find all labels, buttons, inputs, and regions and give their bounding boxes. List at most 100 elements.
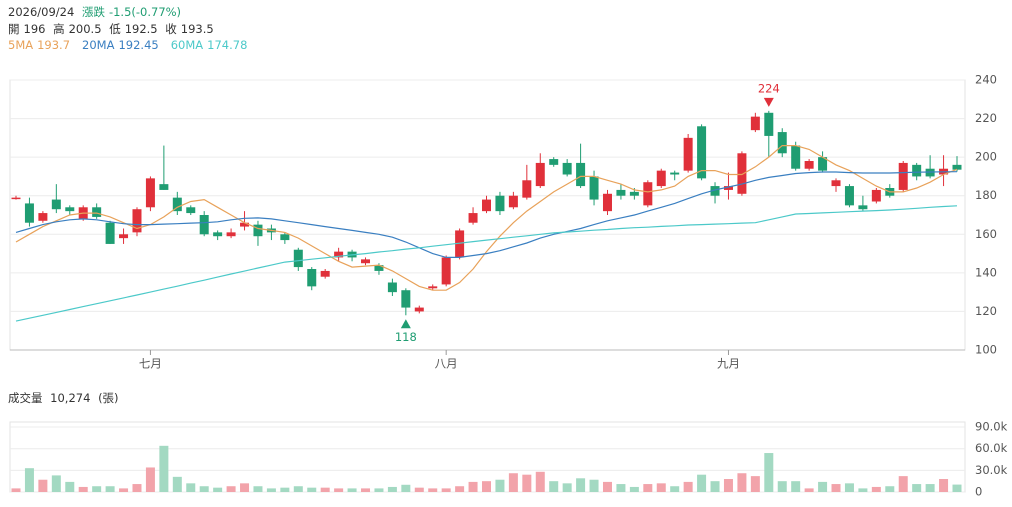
candle-body <box>791 145 801 169</box>
candle-body <box>912 164 922 177</box>
candle-body <box>253 224 263 237</box>
change: -1.5(-0.77%) <box>108 5 182 19</box>
volume-bar <box>11 488 21 492</box>
candle-body <box>697 126 707 179</box>
volume-bar <box>777 481 787 492</box>
ma-legend: 5MA 193.7 20MA 192.45 60MA 174.78 <box>8 38 259 52</box>
candle-body <box>105 222 115 244</box>
candle-body <box>710 186 720 196</box>
candle-body <box>92 207 102 217</box>
volume-bar <box>468 481 478 492</box>
volume-bar <box>858 488 868 492</box>
volume-bar <box>92 486 102 492</box>
volume-bar <box>226 486 236 492</box>
ohlc-label: 低 <box>109 22 121 36</box>
candle-body <box>871 189 881 202</box>
candle-body <box>320 270 330 277</box>
volume-bar <box>455 486 465 492</box>
annotation-marker <box>400 319 411 329</box>
volume-bar <box>307 487 317 492</box>
candle-body <box>831 180 841 187</box>
candle-body <box>119 234 129 239</box>
volume-bar <box>562 483 572 492</box>
y-tick-label: 90.0k <box>975 420 1008 434</box>
volume-bar <box>105 486 115 492</box>
volume-bar <box>347 488 357 492</box>
volume-bar <box>293 486 303 492</box>
ma-name: 60MA <box>170 38 204 52</box>
volume-bar <box>912 484 922 492</box>
volume-bar <box>629 486 639 492</box>
ohlc-value: 200.5 <box>68 22 102 36</box>
volume-bar <box>670 486 680 492</box>
volume-unit: (張) <box>98 391 119 405</box>
volume-bar <box>885 486 895 492</box>
candle-body <box>723 186 733 190</box>
ma-legend-item: 20MA 192.45 <box>82 38 163 52</box>
y-tick-label: 0 <box>975 485 982 499</box>
volume-bar <box>374 488 384 492</box>
candle-body <box>24 203 34 223</box>
candle-body <box>307 269 317 287</box>
volume-bar <box>65 481 75 492</box>
y-tick-label: 100 <box>975 343 997 357</box>
candle-body <box>38 213 48 221</box>
volume-bar <box>172 476 182 492</box>
candle-body <box>495 195 505 212</box>
volume-bar <box>132 484 142 492</box>
ohlc-label: 開 <box>8 22 20 36</box>
ohlc-value: 196 <box>23 22 46 36</box>
volume-bar <box>710 481 720 492</box>
candle-body <box>280 234 290 241</box>
volume-bar <box>199 486 209 492</box>
volume-bar <box>818 481 828 492</box>
volume-title: 成交量 <box>8 391 43 405</box>
header-date-row: 2026/09/24 漲跌 -1.5(-0.77%) <box>8 4 185 20</box>
candle-body <box>482 199 491 212</box>
candle-body <box>334 251 344 258</box>
ma-name: 5MA <box>8 38 34 52</box>
candle-body <box>374 265 384 271</box>
volume-bar <box>334 488 344 492</box>
volume-bar <box>576 478 586 492</box>
volume-bar <box>602 481 612 492</box>
candle-body <box>361 259 371 264</box>
volume-bar <box>159 445 169 492</box>
volume-bar <box>535 471 545 492</box>
candle-body <box>414 307 424 312</box>
candle-body <box>145 178 155 208</box>
candle-body <box>656 170 666 187</box>
ma-value: 174.78 <box>207 38 248 52</box>
candle-body <box>844 186 854 206</box>
candle-body <box>213 232 223 237</box>
volume-bar <box>871 486 881 492</box>
volume-bar <box>482 481 491 492</box>
y-tick-label: 220 <box>975 111 997 125</box>
candle-body <box>858 205 868 210</box>
y-tick-label: 30.0k <box>975 463 1008 477</box>
volume-bar <box>737 473 747 492</box>
volume-bar <box>723 479 733 492</box>
volume-bar <box>925 484 935 492</box>
volume-bar <box>522 474 532 492</box>
volume-bar <box>495 479 505 492</box>
candle-body <box>777 132 787 154</box>
candle-body <box>737 153 747 194</box>
volume-bar <box>764 453 774 492</box>
x-tick-label: 七月 <box>139 357 162 371</box>
candle-body <box>602 193 612 212</box>
volume-bar <box>939 479 949 492</box>
ma-name: 20MA <box>82 38 115 52</box>
volume-bar <box>750 476 760 492</box>
candle-body <box>51 199 61 210</box>
volume-bar <box>24 468 34 492</box>
date: 2026/09/24 <box>8 5 75 19</box>
y-tick-label: 60.0k <box>975 441 1008 455</box>
annotation-marker <box>763 97 774 107</box>
volume-bar <box>616 484 626 492</box>
candle-body <box>132 209 142 233</box>
volume-bar <box>387 486 397 492</box>
volume-bar <box>401 484 411 492</box>
